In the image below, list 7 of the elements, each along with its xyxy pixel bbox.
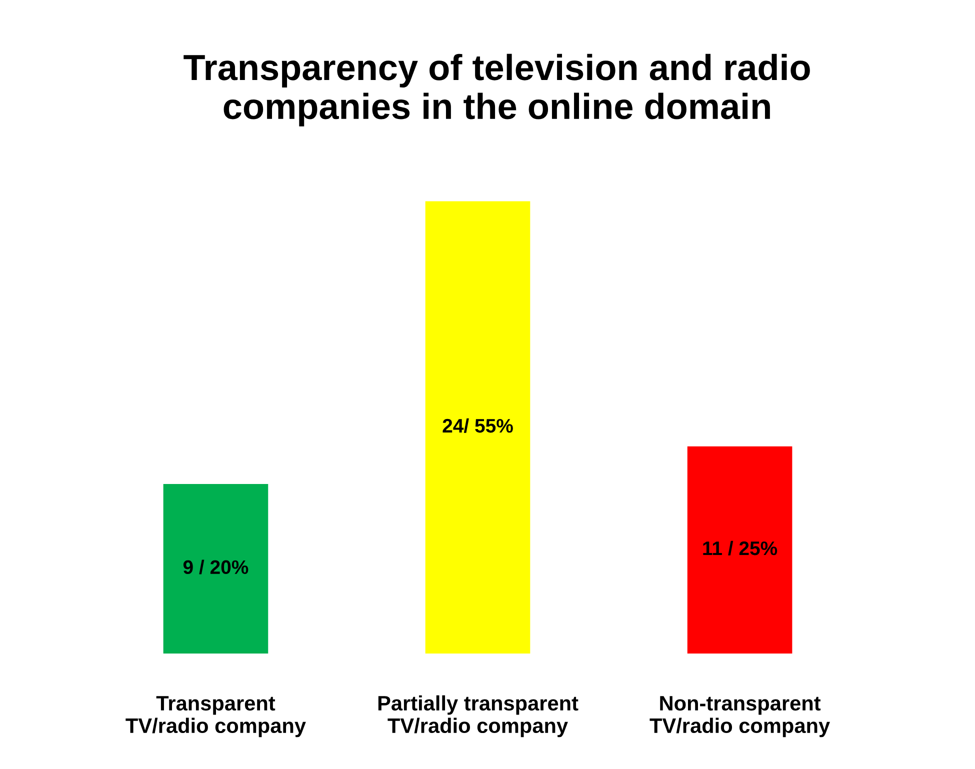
data-label: 11 / 25% xyxy=(703,540,778,556)
data-label: 9 / 20% xyxy=(183,560,248,574)
data-label: 24/ 55% xyxy=(442,418,513,433)
x-tick-label: Non-transparent TV/radio company xyxy=(650,696,830,738)
x-tick-label: Transparent TV/radio company xyxy=(126,696,306,738)
x-tick-label: Partially transparent TV/radio company xyxy=(378,695,578,738)
chart-title: Transparency of television and radio companies in the online domain xyxy=(184,54,810,126)
